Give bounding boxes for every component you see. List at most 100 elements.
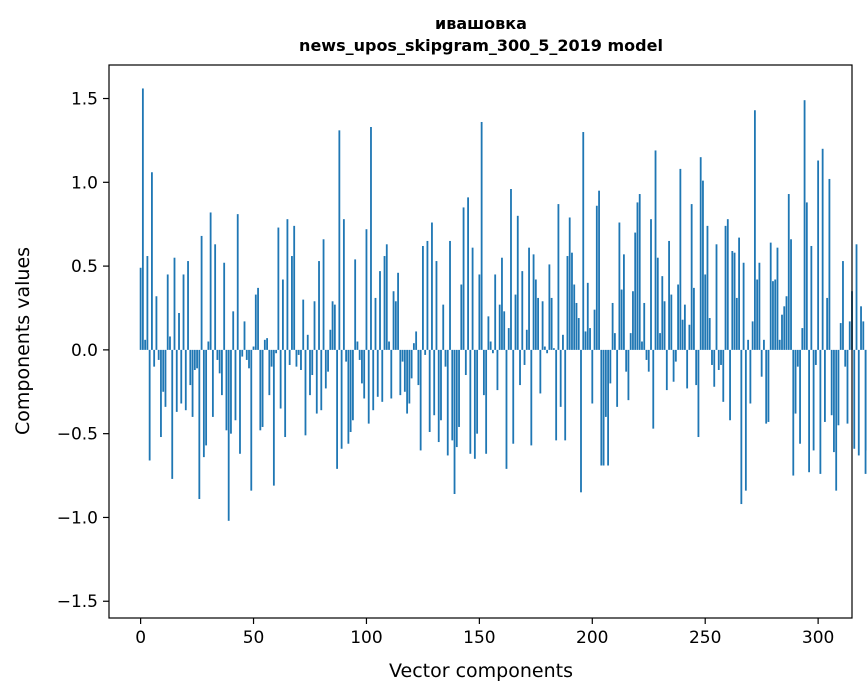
bar-26 [198,350,200,499]
bar-261 [729,350,731,420]
bar-184 [555,350,557,440]
bar-311 [842,261,844,350]
bar-187 [562,335,564,350]
bar-152 [483,350,485,395]
bar-283 [779,340,781,350]
bar-292 [799,350,801,444]
bar-305 [829,179,831,350]
bar-23 [192,350,194,417]
bar-173 [530,350,532,446]
bar-118 [406,350,408,414]
bar-113 [395,301,397,350]
bar-80 [320,350,322,410]
bar-122 [415,331,417,349]
bar-164 [510,189,512,350]
x-tick-label: 250 [689,628,721,648]
bar-71 [300,350,302,370]
bar-123 [417,350,419,385]
bar-6 [153,350,155,367]
bar-107 [381,350,383,402]
bar-50 [253,347,255,350]
bar-116 [402,350,404,362]
bar-210 [614,333,616,350]
bar-54 [262,350,264,427]
bar-70 [298,350,300,355]
bar-156 [492,350,494,353]
bar-185 [558,204,560,350]
bar-228 [655,150,657,349]
bar-140 [456,350,458,447]
bar-12 [167,274,169,349]
bar-124 [420,350,422,451]
bar-197 [585,331,587,349]
bar-241 [684,305,686,350]
bar-297 [810,246,812,350]
bar-318 [858,350,860,456]
bar-215 [625,350,627,372]
bar-312 [844,350,846,367]
bar-47 [246,350,248,360]
bar-227 [652,350,654,429]
bar-231 [661,276,663,350]
bar-285 [783,306,785,350]
bar-46 [244,321,246,349]
bar-15 [174,258,176,350]
bar-105 [377,350,379,397]
bar-176 [537,298,539,350]
bar-88 [338,130,340,350]
bar-55 [264,340,266,350]
bar-2 [144,340,146,350]
bar-31 [210,212,212,349]
bar-165 [512,350,514,444]
bar-42 [235,350,237,420]
bar-58 [271,350,273,367]
bar-204 [600,350,602,466]
bar-256 [718,350,720,370]
x-tick-label: 0 [135,628,146,648]
y-tick-label: 0.5 [71,257,98,277]
bar-279 [770,243,772,350]
bar-48 [248,350,250,368]
bar-258 [722,350,724,402]
bar-90 [343,219,345,350]
bar-186 [560,350,562,407]
bar-133 [440,350,442,420]
bar-300 [817,161,819,350]
bar-75 [309,350,311,395]
bar-130 [433,350,435,415]
bar-56 [266,338,268,350]
bar-98 [361,350,363,384]
bar-155 [490,342,492,350]
bar-68 [293,226,295,350]
bar-244 [691,204,693,350]
bar-219 [634,233,636,350]
bar-174 [533,254,535,350]
bar-139 [454,350,456,494]
bar-125 [422,246,424,350]
bar-319 [860,306,862,350]
bar-106 [379,271,381,350]
bar-18 [180,350,182,404]
bar-316 [853,350,855,449]
bar-13 [169,336,171,349]
bar-157 [494,274,496,349]
bar-277 [765,350,767,424]
bar-160 [501,258,503,350]
y-axis: 1.51.00.50.0−0.5−1.0−1.5 [57,90,109,613]
bar-114 [397,273,399,350]
bar-40 [230,350,232,434]
bar-78 [316,350,318,414]
bar-101 [368,350,370,424]
bar-96 [357,342,359,350]
bar-109 [386,244,388,350]
y-tick-label: −0.5 [57,425,98,445]
bar-308 [835,350,837,491]
bar-72 [302,300,304,350]
bar-287 [788,194,790,350]
bar-306 [831,350,833,415]
bar-223 [643,303,645,350]
bar-45 [241,350,243,357]
bar-104 [375,298,377,350]
bar-272 [754,110,756,350]
